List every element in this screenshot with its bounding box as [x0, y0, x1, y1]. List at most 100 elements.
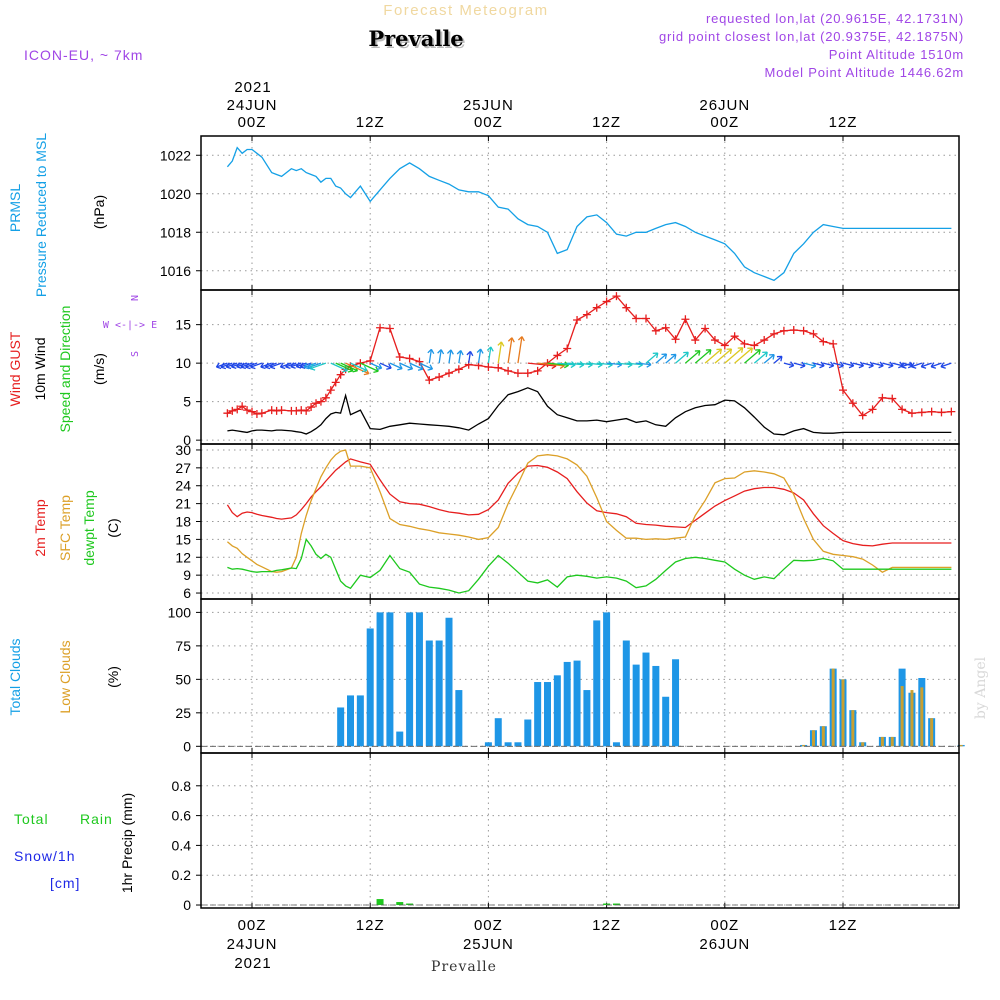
wind-arrow-head: [427, 364, 434, 371]
wind-arrow: [497, 341, 503, 364]
wind-arrow-head: [437, 349, 445, 355]
gust-point: [272, 406, 281, 415]
y-tick-label: 5: [183, 394, 191, 410]
wind-arrow-head: [838, 361, 845, 369]
chart-panels: 1016101810201022051015691215182124273002…: [160, 135, 965, 913]
wind-arrow: [714, 348, 732, 364]
bar-total-rain: [396, 902, 404, 906]
gust-point: [642, 314, 650, 323]
wind-arrow-head: [225, 362, 232, 370]
y-tick-label: 0.8: [172, 778, 192, 794]
gust-point: [878, 393, 887, 402]
bottom-time-label: 12Z: [829, 917, 858, 934]
wind-arrow: [852, 362, 864, 367]
gust-point: [563, 344, 572, 353]
gust-point: [484, 363, 493, 371]
y-tick-label: 1020: [160, 186, 191, 202]
bottom-time-label: 12Z: [592, 917, 621, 934]
y-tick-label: 24: [175, 478, 191, 494]
bar-total-rain: [603, 903, 611, 906]
compass-south: S: [130, 351, 141, 357]
gust-point: [504, 366, 513, 375]
bar-total-clouds: [652, 665, 660, 747]
wind-arrow: [231, 362, 243, 368]
y-tick-label: 1018: [160, 224, 191, 240]
gust-point: [701, 324, 710, 333]
gust-point: [513, 369, 522, 378]
wind-arrow: [438, 349, 442, 364]
p5-label-cm: [cm]: [50, 875, 80, 891]
gust-point: [252, 409, 261, 418]
y-tick-label: 25: [175, 705, 191, 721]
wind-arrow-head: [828, 361, 835, 369]
wind-arrow-head: [486, 346, 494, 352]
bar-total-clouds: [642, 652, 650, 747]
gust-point: [336, 370, 345, 379]
point-altitude: Point Altitude 1510m: [829, 47, 964, 62]
series-sfc-temp: [226, 449, 952, 573]
gust-point: [573, 316, 582, 325]
bar-total-clouds: [612, 742, 620, 747]
wind-arrow: [379, 362, 392, 369]
wind-arrow-head: [694, 350, 701, 356]
wind-arrow-head: [407, 364, 414, 371]
wind-arrow: [882, 362, 894, 367]
bottom-time-axis: 2021 00Z 24JUN 12Z 00Z 25JUN 12Z 00Z 26JUN 12Z: [227, 917, 858, 972]
wind-arrow-head: [245, 362, 251, 370]
top-time-label: 00Z: [238, 114, 267, 131]
panel-5: 0 0.2 0.4 0.6 0.8: [172, 752, 960, 913]
wind-arrow: [773, 355, 783, 364]
wind-arrow-head: [800, 361, 806, 369]
wind-arrow: [360, 362, 379, 372]
gust-point: [691, 336, 700, 345]
wind-arrow-head: [788, 361, 795, 369]
gust-point: [907, 409, 916, 418]
wind-arrow-head: [230, 362, 237, 370]
wind-arrow-head: [769, 353, 775, 360]
wind-arrow: [250, 362, 263, 368]
bottom-date-label: 25JUN: [463, 936, 514, 953]
wind-arrow: [507, 337, 513, 364]
p1-label-pressure: Pressure Reduced to MSL: [33, 133, 49, 297]
wind-arrow: [330, 362, 348, 372]
wind-arrow: [704, 348, 722, 364]
wind-arrow: [487, 346, 492, 364]
bar-total-clouds: [386, 612, 394, 747]
wind-arrow-head: [776, 355, 783, 362]
bar-low-clouds: [910, 690, 914, 747]
bar-total-clouds: [455, 690, 463, 747]
bar-low-clouds: [959, 744, 963, 747]
gust-point: [228, 406, 237, 415]
p5-label-total: Total: [14, 811, 49, 827]
panel-frame: [200, 135, 960, 291]
gust-point: [779, 326, 788, 335]
wind-arrow-head: [920, 362, 927, 369]
wind-arrow-head: [497, 341, 505, 347]
wind-arrow: [862, 362, 874, 367]
wind-arrow: [477, 348, 482, 364]
bar-low-clouds: [880, 736, 884, 747]
top-date-label: 24JUN: [227, 97, 278, 114]
gust-point: [405, 354, 414, 363]
wind-arrow-head: [940, 362, 946, 369]
wind-arrow: [626, 362, 643, 366]
gust-point: [839, 386, 847, 395]
series-dewpt-temp: [227, 537, 952, 594]
gust-point: [898, 405, 907, 414]
y-tick-label: 10: [175, 355, 191, 371]
wind-arrow-head: [910, 362, 917, 369]
wind-arrow-head: [755, 349, 761, 355]
y-tick-label: 15: [175, 317, 191, 333]
compass-west-east: W <-|-> E: [103, 320, 157, 331]
bar-total-clouds: [337, 707, 345, 747]
gust-point: [947, 407, 956, 416]
bar-total-clouds: [534, 682, 542, 747]
bar-low-clouds: [811, 730, 815, 747]
panel-frame: [200, 752, 960, 909]
wind-arrow-head: [652, 352, 659, 359]
wind-arrow: [872, 362, 884, 367]
wind-arrow: [783, 362, 794, 367]
bottom-date-label: 24JUN: [227, 936, 278, 953]
gust-point: [238, 402, 247, 411]
